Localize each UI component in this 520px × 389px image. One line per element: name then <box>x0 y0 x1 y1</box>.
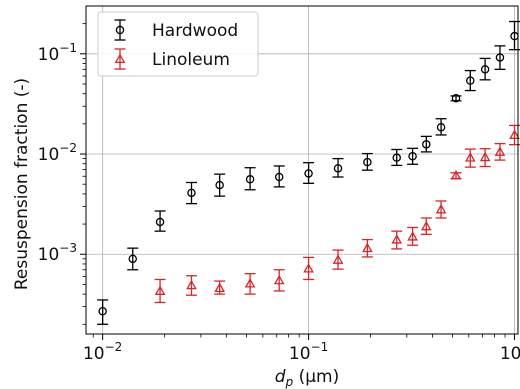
data-point <box>363 157 372 167</box>
series-linoleum <box>154 124 520 304</box>
data-point <box>304 169 313 178</box>
x-axis-title-main: d <box>275 367 286 387</box>
data-point <box>450 170 462 180</box>
data-point <box>480 65 490 74</box>
data-point <box>392 153 401 162</box>
y-axis-title: Resuspension fraction (-) <box>12 78 32 290</box>
data-point <box>464 152 476 162</box>
x-axis-title: dp (μm) <box>275 367 339 389</box>
x-tick-label: 10−2 <box>83 340 122 364</box>
data-point <box>98 306 107 316</box>
x-tick-label: 10−1 <box>289 340 328 364</box>
y-tick-label: 10−1 <box>38 41 77 65</box>
data-point <box>214 282 225 293</box>
data-point <box>128 254 138 264</box>
data-point <box>407 231 418 241</box>
data-point <box>333 164 343 173</box>
x-axis-title-sub: p <box>285 375 294 389</box>
data-point <box>187 188 196 198</box>
y-tick-label: 10−3 <box>38 241 77 265</box>
data-point <box>245 175 255 184</box>
legend-marker <box>114 53 126 64</box>
plot-frame <box>85 5 519 335</box>
data-point <box>332 254 344 264</box>
data-point <box>154 285 166 295</box>
legend: Hardwood Linoleum <box>97 11 259 77</box>
data-point <box>391 234 403 244</box>
legend-label: Linoleum <box>152 50 230 70</box>
data-point <box>495 53 505 62</box>
data-point <box>509 129 520 139</box>
data-point <box>215 180 224 190</box>
data-point <box>362 242 373 253</box>
data-point <box>186 279 197 290</box>
data-point <box>435 203 447 214</box>
data-point <box>408 152 417 161</box>
y-tick-label: 10−2 <box>38 141 77 165</box>
legend-label: Hardwood <box>152 21 238 41</box>
data-point <box>494 146 506 156</box>
x-axis-title-unit: (μm) <box>293 367 339 387</box>
data-point <box>436 123 446 132</box>
data-point <box>422 140 431 149</box>
data-point <box>244 278 256 288</box>
data-point <box>451 94 461 103</box>
data-point <box>273 274 285 285</box>
x-axis: 10−2 10−1 100 <box>83 334 520 364</box>
x-tick-label: 100 <box>500 340 520 364</box>
data-point <box>274 172 284 182</box>
data-point <box>303 263 314 273</box>
legend-box <box>97 11 259 77</box>
series-hardwood <box>97 20 520 325</box>
legend-item-linoleum: Linoleum <box>114 48 230 70</box>
data-point <box>420 220 432 231</box>
data-point <box>155 217 165 227</box>
data-point <box>479 151 491 162</box>
data-point <box>466 76 475 85</box>
legend-marker <box>115 25 125 35</box>
series-layer <box>97 20 520 325</box>
legend-item-hardwood: Hardwood <box>114 19 238 41</box>
y-axis: 10−3 10−2 10−1 <box>38 23 86 325</box>
